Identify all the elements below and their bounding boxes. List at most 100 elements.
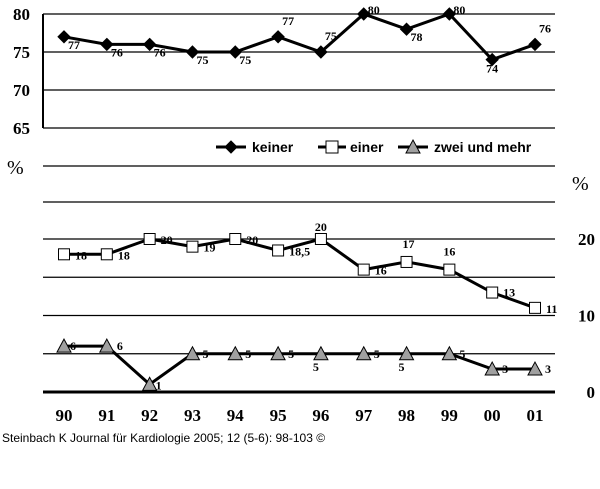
data-point (484, 360, 501, 376)
data-label: 1 (156, 378, 162, 392)
upper-y-tick-label: 70 (13, 81, 30, 100)
data-label: 80 (453, 3, 465, 17)
data-label: 20 (246, 233, 258, 247)
data-label: 3 (502, 362, 508, 376)
data-point (227, 345, 244, 361)
data-point (528, 37, 542, 52)
data-point (400, 255, 413, 268)
data-label: 3 (545, 362, 551, 376)
legend-item-keiner: keiner (216, 139, 294, 155)
data-point (527, 360, 543, 376)
data-series: 77 76 76 75 75 77 75 80 78 80 74 76 18 18 20 19 20 18,5 20… (56, 3, 557, 392)
source-citation: Steinbach K Journal für Kardiologie 2005… (2, 431, 326, 445)
data-point (228, 45, 242, 59)
lower-y-tick-label: 0 (587, 383, 596, 402)
x-tick-label: 00 (484, 406, 501, 425)
upper-y-tick-label: 80 (13, 5, 30, 24)
data-point (357, 7, 371, 21)
data-label: 13 (503, 286, 515, 300)
legend-background (212, 134, 550, 160)
data-point (98, 338, 115, 353)
data-point (185, 45, 200, 59)
data-label: 76 (111, 45, 123, 59)
data-point (184, 345, 201, 361)
data-point (357, 263, 370, 276)
data-point (271, 30, 285, 44)
data-label: 18,5 (289, 244, 310, 258)
data-point (142, 37, 157, 52)
lower-y-unit: % (572, 173, 589, 195)
x-tick-label: 96 (312, 406, 329, 425)
upper-y-tick-label: 65 (13, 119, 30, 138)
data-point (486, 286, 499, 299)
legend-label-keiner: keiner (252, 139, 294, 155)
data-point (56, 338, 72, 353)
series-einer: 18 18 20 19 20 18,5 20 16 17 16 13 11 (58, 220, 557, 316)
data-point (398, 345, 415, 361)
x-tick-label: 90 (56, 406, 73, 425)
data-point (313, 345, 329, 361)
x-tick-label: 94 (227, 406, 245, 425)
data-point (229, 233, 242, 245)
data-label: 5 (459, 347, 465, 361)
diamond-marker-icon (224, 140, 238, 154)
data-label: 16 (375, 264, 387, 278)
data-point (100, 37, 114, 52)
data-label: 80 (368, 3, 380, 17)
data-point (441, 345, 458, 361)
lower-y-tick-label: 10 (578, 307, 595, 326)
axes (42, 14, 555, 394)
x-axis-ticks: 90 91 92 93 94 95 96 97 98 99 00 01 (56, 406, 544, 425)
data-label: 11 (546, 302, 557, 316)
data-label: 75 (239, 53, 251, 67)
legend-item-zwei-und-mehr: zwei und mehr (398, 138, 532, 155)
data-point (270, 345, 286, 361)
data-point (355, 345, 372, 361)
data-point (272, 244, 285, 257)
data-label: 20 (315, 220, 327, 234)
data-label: 5 (245, 347, 251, 361)
data-label: 74 (486, 62, 498, 76)
series-zwei-und-mehr: 6 6 1 5 5 5 5 5 5 5 3 3 (56, 338, 551, 392)
lower-y-axis-ticks: 20 10 0 (578, 230, 595, 402)
data-label: 16 (443, 245, 455, 259)
data-label: 5 (399, 360, 405, 374)
data-point (58, 248, 70, 261)
series-line (64, 237, 536, 310)
upper-y-axis-ticks: 80 75 70 65 (13, 5, 30, 138)
x-tick-label: 95 (270, 406, 287, 425)
series-line (64, 344, 535, 387)
series-line (63, 12, 536, 62)
data-label: 20 (161, 233, 173, 247)
data-point (442, 7, 457, 21)
data-point (314, 233, 327, 245)
square-marker-icon (325, 140, 339, 154)
legend-label-zwei-und-mehr: zwei und mehr (434, 139, 532, 155)
x-tick-label: 93 (184, 406, 201, 425)
data-label: 78 (411, 30, 423, 44)
data-label: 76 (154, 45, 166, 59)
legend: keiner einer zwei und mehr (212, 134, 550, 160)
data-point (186, 240, 199, 253)
data-label: 75 (196, 53, 208, 67)
x-tick-label: 99 (441, 406, 458, 425)
legend-label-einer: einer (350, 139, 384, 155)
data-point (314, 45, 328, 59)
data-point (399, 22, 414, 36)
data-label: 19 (203, 241, 215, 255)
data-label: 77 (68, 38, 80, 52)
x-tick-label: 98 (398, 406, 415, 425)
data-label: 5 (313, 360, 319, 374)
upper-y-unit: % (7, 157, 24, 179)
data-label: 5 (202, 347, 208, 361)
data-label: 18 (118, 248, 130, 262)
data-label: 6 (117, 339, 123, 353)
data-label: 76 (539, 21, 551, 35)
series-keiner: 77 76 76 75 75 77 75 80 78 80 74 76 (57, 3, 551, 76)
data-point (485, 52, 499, 67)
x-tick-label: 91 (98, 406, 115, 425)
upper-y-tick-label: 75 (13, 43, 30, 62)
data-label: 18 (75, 248, 87, 262)
legend-item-einer: einer (318, 139, 384, 155)
